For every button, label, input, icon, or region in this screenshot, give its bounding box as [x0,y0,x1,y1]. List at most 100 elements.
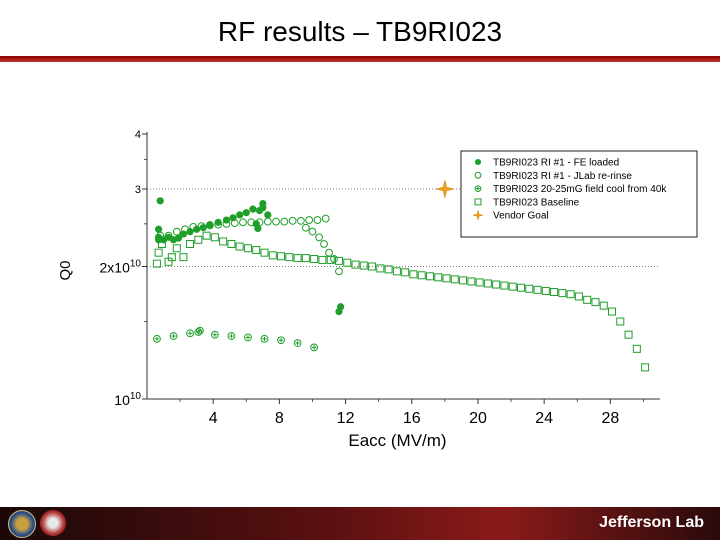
data-point [343,258,352,267]
series-open-square [152,231,650,372]
data-point [277,252,286,261]
data-point [260,248,269,257]
data-point [169,332,178,340]
data-point [368,262,377,271]
data-point [254,224,262,233]
data-point [239,218,247,227]
x-axis-label: Eacc (MV/m) [348,431,446,450]
data-point [154,225,163,233]
data-point [199,224,207,232]
data-point [500,281,509,290]
jefferson-lab-logo: Jefferson Lab [599,514,704,531]
legend-marker [474,158,482,166]
legend-box [460,150,698,238]
data-point [337,303,345,311]
y-tick-label: 4 [135,129,141,141]
data-point [459,276,468,285]
data-point [308,227,317,236]
slide-title: RF results – TB9RI023 [217,16,503,47]
data-point [272,217,280,226]
data-point [172,227,181,236]
series-star [435,179,454,199]
y-axis-label: Q0 [57,260,74,280]
data-point [301,254,310,263]
legend-label: Vendor Goal [493,211,549,222]
data-point [359,261,368,270]
data-point [280,217,289,226]
data-point [583,295,592,304]
data-point [591,298,600,307]
data-point [242,209,250,217]
data-point [243,244,252,253]
data-point [152,259,161,268]
data-point [174,234,183,242]
data-point [179,253,188,262]
legend-marker [474,171,482,179]
data-point [624,330,633,339]
doe-logo-icon [8,510,36,538]
x-tick-label: 24 [535,410,553,427]
y-tick-label: 1010 [114,391,141,408]
data-point [442,274,451,283]
data-point [154,236,163,244]
data-point [475,278,484,287]
q0-vs-eacc-chart: 1010 2x1010 3 4 4 8 12 16 20 24 28 Eacc (MV/m) Q0 TB9… [57,129,698,450]
data-point [264,211,272,219]
data-point [305,216,314,224]
data-point [525,284,534,293]
data-point [310,343,319,352]
data-point [301,223,310,232]
data-point [268,251,277,260]
data-point [508,282,517,291]
data-point [293,339,302,347]
data-point [214,218,222,226]
data-point [186,329,194,338]
data-point [194,235,203,244]
data-point [235,242,244,251]
data-point [227,239,236,248]
slide-header: RF results – TB9RI023 [0,0,720,58]
data-point [533,285,542,294]
data-point [315,233,324,242]
data-point [313,216,322,224]
data-point [541,286,550,295]
data-point [206,221,214,229]
data-point [259,199,267,208]
data-point [632,344,641,353]
legend-marker [474,198,482,206]
legend-label: TB9RI023 RI #1 - JLab re-rinse [493,171,632,182]
data-point [467,277,476,286]
legend-label: TB9RI023 Baseline [493,197,580,208]
data-point [566,290,575,299]
data-point [285,253,294,262]
series-filled-circle [154,197,345,316]
data-point [434,273,443,282]
data-point [417,271,426,280]
data-point [335,267,343,276]
data-point [297,216,305,225]
data-point [172,244,181,253]
legend-marker [474,185,482,192]
data-point [616,317,625,326]
legend-marker [473,210,483,221]
data-point [492,280,501,289]
data-point [351,260,360,269]
data-point [550,288,559,297]
x-tick-label: 28 [601,410,619,427]
data-point [154,248,163,257]
data-point [516,283,525,292]
x-tick-label: 20 [469,410,487,427]
data-point [193,225,201,233]
data-point [229,214,237,222]
data-point [244,333,252,342]
data-point [320,240,328,248]
series-circle-plus [153,326,319,352]
chart-area: 1010 2x1010 3 4 4 8 12 16 20 24 28 Eacc (MV/m) Q0 TB9… [0,62,720,507]
data-point [599,301,608,310]
data-point [210,233,219,242]
jsa-logo-icon [40,510,66,536]
data-point [321,214,330,223]
data-point [326,255,335,264]
data-point [227,332,236,340]
data-point [186,228,194,236]
